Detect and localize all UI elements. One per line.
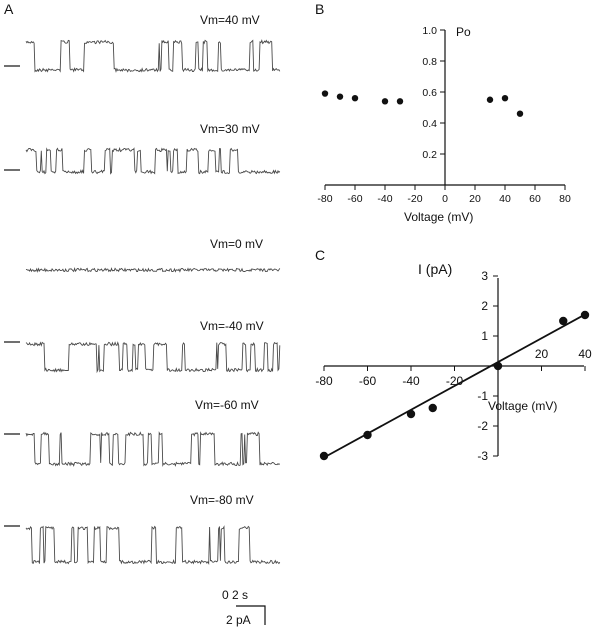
panel-c-xtick-label-2: -40 (402, 374, 420, 388)
panel-b-ytick-label-0: 0.2 (422, 149, 437, 161)
panel-b-point-3 (381, 98, 389, 105)
panel-c-point-5 (559, 316, 568, 326)
panel-b-xtick-label-6: 40 (499, 193, 511, 205)
panel-c-point-2 (406, 409, 416, 419)
trace-label-vm-40: Vm=-40 mV (200, 319, 264, 333)
panel-b-label: B (315, 1, 324, 17)
panel-c-point-6 (580, 310, 590, 320)
panel-c-xtick-label-5: 40 (578, 347, 592, 361)
panel-b-point-2 (351, 95, 359, 102)
panel-c-point-0 (319, 451, 329, 461)
panel-c-xtick-label-4: 20 (535, 347, 549, 361)
panel-c-xtick-label-0: -80 (315, 374, 333, 388)
panel-b-xtick-label-3: -20 (407, 193, 422, 205)
trace-label-vm-60: Vm=-60 mV (195, 398, 259, 412)
panel-b-ytick-label-3: 0.8 (422, 56, 437, 68)
panel-b-point-6 (501, 95, 509, 102)
scale-time-label: 0 2 s (222, 588, 248, 602)
panel-c-label: C (315, 247, 325, 263)
panel-b-xlabel: Voltage (mV) (404, 210, 473, 224)
panel-b-point-5 (486, 96, 494, 103)
panel-c-xtick-label-3: -20 (446, 374, 464, 388)
channel-trace-1 (25, 146, 281, 175)
panel-b-point-1 (336, 93, 344, 100)
panel-c-ytick-label-3: -1 (477, 389, 488, 403)
panel-c-ylabel: I (pA) (418, 261, 452, 277)
panel-c-chart: I (pA) Voltage (mV) -80 -60 -40 -20 20 40 3 2 1 -… (315, 261, 592, 463)
panel-b-xtick-label-8: 80 (559, 193, 571, 205)
panel-b-xtick-label-4: 0 (442, 193, 448, 205)
panel-b-xtick-label-2: -40 (377, 193, 392, 205)
panel-c-point-4 (493, 361, 503, 371)
panel-c-xlabel: Voltage (mV) (488, 399, 557, 413)
panel-b-chart: Po Voltage (mV) -80 -60 -40 -20 0 20 40 60 80 0.2… (317, 25, 571, 224)
panel-a-label: A (4, 1, 14, 17)
panel-b-xtick-label-5: 20 (469, 193, 481, 205)
panel-c-xtick-label-1: -60 (359, 374, 377, 388)
channel-trace-5 (25, 525, 281, 565)
panel-b-point-4 (396, 98, 404, 105)
panel-a-traces: Vm=40 mV Vm=30 mV Vm=0 mV Vm=-40 mV Vm=-… (4, 13, 281, 565)
panel-b-xtick-label-0: -80 (317, 193, 332, 205)
channel-trace-3 (25, 341, 281, 374)
panel-c-ytick-label-2: 1 (481, 329, 488, 343)
panel-c-point-1 (363, 430, 372, 440)
panel-b-ylabel: Po (456, 25, 471, 39)
channel-trace-0 (25, 39, 281, 73)
panel-b-xtick-label-7: 60 (529, 193, 541, 205)
trace-label-vm-80: Vm=-80 mV (190, 493, 254, 507)
trace-label-vm0: Vm=0 mV (210, 237, 263, 251)
panel-c-point-3 (428, 403, 437, 413)
panel-b-point-0 (321, 90, 329, 97)
panel-c-ytick-label-1: 2 (481, 299, 488, 313)
panel-b-ytick-label-2: 0.6 (422, 87, 437, 99)
panel-b-ytick-label-4: 1.0 (422, 25, 437, 37)
panel-b-ytick-label-1: 0.4 (422, 118, 437, 130)
channel-trace-4 (25, 431, 281, 468)
trace-label-vm30: Vm=30 mV (200, 122, 260, 136)
panel-c-ytick-label-0: 3 (481, 269, 488, 283)
scale-current-label: 2 pA (226, 613, 251, 627)
channel-trace-2 (25, 267, 281, 273)
panel-b-xtick-label-1: -60 (347, 193, 362, 205)
panel-c-ytick-label-5: -3 (477, 449, 488, 463)
panel-b-point-7 (516, 110, 524, 117)
panel-c-ytick-label-4: -2 (477, 419, 488, 433)
trace-label-vm40: Vm=40 mV (200, 13, 260, 27)
scale-bar (236, 605, 266, 625)
